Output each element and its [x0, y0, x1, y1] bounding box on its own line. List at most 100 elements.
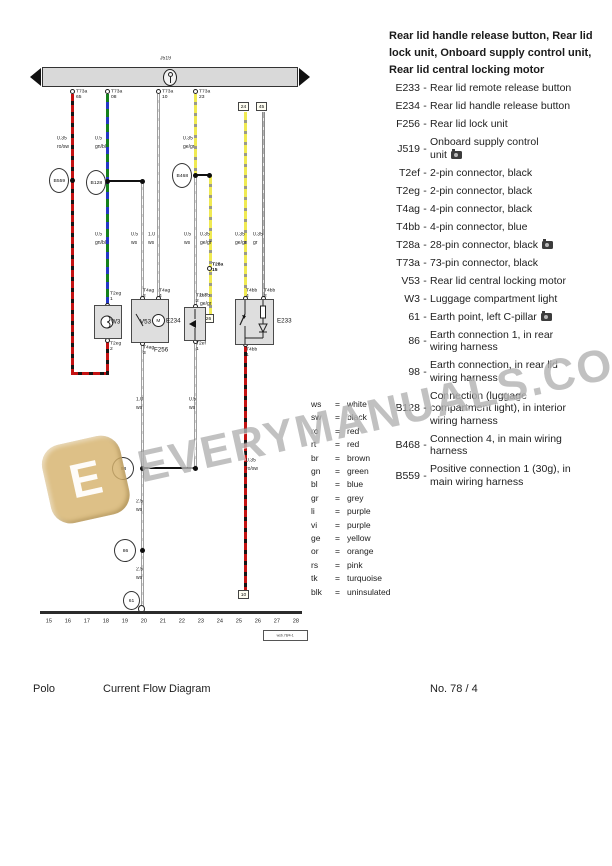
wire-color-code: blk [311, 586, 322, 597]
wire-label: 1.0 ws [148, 232, 156, 246]
wire-color-name: purple [347, 519, 371, 530]
wire-color-equals: = [335, 546, 340, 557]
legend-dash: - [423, 335, 427, 347]
wire-color-equals: = [335, 399, 340, 409]
legend-code: T4bb [396, 220, 420, 233]
legend-code: W3 [404, 292, 420, 305]
wire-segment [193, 94, 197, 176]
wire-label: 0.5 ws [131, 232, 139, 246]
component-label-v53: V53 [140, 318, 152, 326]
bulb-icon [100, 315, 114, 329]
wire-color-name: red [347, 439, 360, 450]
wire-segment [70, 372, 109, 375]
wire-color-row: sw = black [311, 411, 401, 424]
legend-code: T2ef [398, 166, 420, 179]
wire-color-equals: = [335, 492, 340, 503]
pin-label: T4ag 2 [143, 288, 155, 299]
legend-row: 61 - Earth point, left C-pillar [388, 311, 593, 324]
wire-label: 0.5 gn/bl [95, 136, 106, 150]
junction-dot [69, 177, 75, 183]
track-ref-box: 24 [238, 102, 249, 111]
track-number: 23 [197, 618, 205, 625]
component-label-e234: E234 [166, 317, 181, 325]
legend-dash: - [423, 142, 427, 155]
wire-label: 1.0 ws [136, 397, 144, 411]
footer-page-number: No. 78 / 4 [430, 683, 478, 695]
track-number: 21 [159, 618, 167, 625]
push-button-icon [189, 309, 196, 340]
wire-label: 0.5 ws [189, 397, 197, 411]
wire-color-code: or [311, 546, 319, 557]
connector-pin-icon [104, 89, 110, 94]
legend-description: 4-pin connector, blue [430, 220, 528, 233]
legend-dash: - [423, 439, 427, 451]
wire-color-row: ws = white [311, 398, 401, 411]
connector-label-t73a: T73a 08 [111, 89, 123, 100]
legend-dash: - [423, 202, 427, 215]
wire-color-code: ws [311, 399, 322, 409]
connection-circle-b128: B128 [86, 170, 106, 195]
wire-color-row: rt = red [311, 438, 401, 451]
track-number: 15 [45, 618, 53, 625]
wire-segment [142, 467, 195, 469]
legend-row: 86 - Earth connection 1, in rear wiring … [388, 329, 593, 354]
wire-color-equals: = [335, 519, 340, 530]
wire-label: 0.35 ge/gr [200, 232, 212, 246]
wire-color-code: gn [311, 466, 321, 477]
wire-color-equals: = [335, 506, 340, 517]
wire-color-row: br = brown [311, 452, 401, 465]
legend-description: Rear lid handle release button [430, 100, 571, 112]
legend-dash: - [423, 402, 427, 415]
track-number: 19 [121, 618, 129, 625]
component-box-e233 [235, 299, 274, 345]
wire-color-name: white [347, 399, 367, 409]
legend-description: 73-pin connector, black [430, 256, 538, 269]
connector-pin-icon [192, 89, 198, 94]
legend-row: B128 - Connection (luggage compartment l… [388, 390, 593, 428]
pin-label: T2ef 1 [196, 341, 206, 352]
wire-label: 0.5 ws [184, 232, 192, 246]
wire-color-equals: = [335, 425, 340, 436]
track-number: 28 [292, 618, 300, 625]
wire-color-equals: = [335, 439, 340, 450]
bus-arrow-left-icon [30, 68, 41, 86]
wire-label: 0.35 ro/sw [57, 136, 70, 150]
wire-color-code: gr [311, 492, 319, 503]
component-label-e233: E233 [277, 317, 292, 325]
legend-dash: - [423, 310, 427, 323]
wire-label: 0.35 gr [253, 232, 263, 246]
legend-code: T28a [396, 238, 420, 251]
track-number: 20 [140, 618, 148, 625]
wire-color-name: uninsulated [347, 586, 391, 597]
pin-label: T4bb 2 [264, 288, 276, 299]
wire-color-code: bl [311, 479, 318, 490]
legend-code: E233 [395, 82, 420, 95]
connection-circle-b559: B559 [49, 168, 69, 193]
component-label-f256: F256 [154, 346, 169, 354]
bus-arrow-right-icon [299, 68, 310, 86]
connector-label-t73a: T73a 65 [76, 89, 88, 100]
wire-color-name: green [347, 466, 369, 477]
wire-segment [261, 112, 265, 298]
track-number: 26 [254, 618, 262, 625]
wire-segment [208, 176, 212, 314]
track-number: 18 [102, 618, 110, 625]
wire-color-code: rs [311, 559, 319, 570]
pin-label: T2eg 1 [110, 291, 122, 302]
wire-color-row: ge = yellow [311, 532, 401, 545]
connector-label-t73a: T73a 23 [199, 89, 211, 100]
legend-description: Earth connection, in rear lid wiring har… [430, 359, 558, 384]
wire-color-row: gr = grey [311, 492, 401, 505]
wire-color-row: rs = pink [311, 559, 401, 572]
wire-label: 0.35 ge/gr [200, 293, 212, 307]
earth-point-61: 61 [123, 591, 140, 610]
junction-dot [192, 172, 198, 178]
wire-segment [156, 94, 160, 299]
wire-segment [193, 176, 197, 306]
wire-color-key: ws = white sw = black ro = red rt = red … [311, 398, 401, 599]
legend-dash: - [423, 166, 427, 179]
track-number: 25 [235, 618, 243, 625]
legend-description: Rear lid remote release button [430, 82, 572, 94]
legend-dash: - [423, 220, 427, 233]
